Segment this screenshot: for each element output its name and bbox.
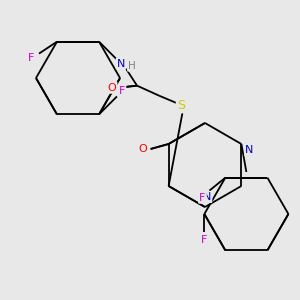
Text: N: N [203,192,211,202]
Text: O: O [138,144,147,154]
Text: O: O [108,82,116,93]
Text: F: F [28,52,34,63]
Text: N: N [117,58,125,69]
Text: H: H [128,61,136,70]
Text: N: N [245,145,254,155]
Text: F: F [201,235,208,245]
Text: F: F [119,86,125,96]
Text: F: F [199,193,206,202]
Text: S: S [177,99,185,112]
